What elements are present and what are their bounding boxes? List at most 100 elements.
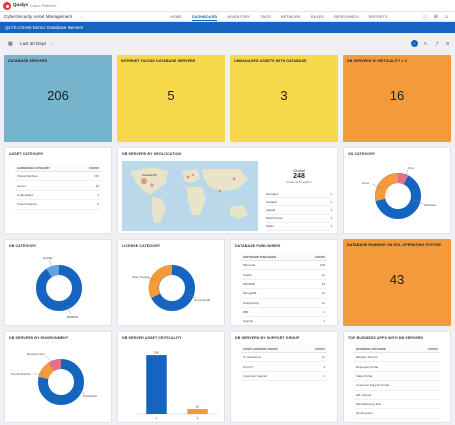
nav-home[interactable]: HOME bbox=[170, 14, 182, 19]
country-row[interactable]: South Korea 1 bbox=[266, 215, 332, 223]
table-row[interactable]: Cloud Instance 2 bbox=[15, 200, 101, 210]
table-row[interactable]: Corp IT 4 bbox=[241, 362, 327, 372]
chevron-down-icon[interactable]: ⌄ bbox=[80, 13, 84, 19]
kpi-unmanaged-assets[interactable]: UNMANAGED ASSETS WITH DATABASE 3 bbox=[230, 55, 338, 142]
table-row[interactable]: Microsoft 108 bbox=[241, 261, 327, 271]
bar-value-label: 16 bbox=[196, 405, 200, 409]
geolocation-widget: DB SERVERS BY GEOLOCATION Canada 59 Glob… bbox=[117, 147, 338, 234]
row-value[interactable]: 2 bbox=[97, 202, 99, 207]
row-label: IBM bbox=[243, 310, 249, 315]
row-label: Banking Service bbox=[356, 355, 378, 360]
table-row[interactable]: Unidentified 4 bbox=[15, 191, 101, 201]
country-row[interactable]: Ireland 1 bbox=[266, 206, 332, 215]
apps-icon[interactable]: ⊞ bbox=[433, 14, 438, 20]
row-value[interactable]: 12 bbox=[321, 291, 325, 296]
eol-os-widget[interactable]: DATABASE RUNNING ON EOL OPERATING SYSTEM… bbox=[343, 239, 451, 326]
db-category-donut[interactable]: NoSQL RDBMS bbox=[5, 252, 112, 324]
card-title: DB SERVERS W CRITICALITY > 3 bbox=[347, 59, 407, 63]
row-value[interactable]: 1 bbox=[323, 310, 325, 315]
row-value[interactable]: 12 bbox=[321, 300, 325, 305]
nav-rules[interactable]: RULES bbox=[310, 14, 325, 19]
row-value[interactable]: 108 bbox=[319, 263, 325, 268]
table-row[interactable]: Oracle 44 bbox=[241, 270, 327, 280]
bar-criticality-2[interactable] bbox=[187, 409, 208, 414]
row-label: MongoDB bbox=[243, 291, 257, 296]
kpi-criticality[interactable]: DB SERVERS W CRITICALITY > 3 16 bbox=[343, 55, 451, 142]
nav-responses[interactable]: RESPONSES bbox=[334, 14, 359, 19]
app-title[interactable]: CyberSecurity Asset Management bbox=[4, 14, 73, 19]
table-row[interactable]: HR Intranet bbox=[354, 391, 440, 400]
os-category-donut[interactable]: Linux Windows Unix bbox=[344, 160, 451, 232]
row-value[interactable]: 44 bbox=[321, 272, 325, 277]
row-label: Corp IT bbox=[243, 364, 254, 369]
row-value[interactable]: 4 bbox=[97, 192, 99, 197]
row-value[interactable]: 152 bbox=[93, 174, 99, 179]
table-row[interactable]: Banking Service bbox=[354, 353, 440, 363]
criticality-bar-chart[interactable]: 190 1 16 2 bbox=[118, 344, 225, 422]
row-value[interactable]: 48 bbox=[95, 183, 99, 188]
bar-criticality-1[interactable] bbox=[146, 355, 167, 414]
help-icon[interactable]: ⓘ bbox=[422, 15, 428, 21]
table-row[interactable]: Sales Portal bbox=[354, 372, 440, 382]
date-range-select[interactable]: Last 30 Days bbox=[20, 41, 47, 46]
more-options-icon[interactable]: ⋯ bbox=[411, 40, 418, 47]
table-row[interactable]: Virtual Machine 152 bbox=[15, 172, 101, 182]
dashboard-title[interactable]: QLYS-CSAM-Demo: Database Servers bbox=[5, 24, 84, 30]
row-value[interactable]: 33 bbox=[321, 281, 325, 286]
country-row[interactable]: Spain 1 bbox=[266, 223, 332, 231]
row-value[interactable]: 1 bbox=[323, 373, 325, 378]
chevron-down-icon[interactable]: ⌄ bbox=[68, 24, 72, 29]
country-row[interactable]: Canada 1 bbox=[266, 198, 332, 207]
chart-label: Production bbox=[83, 394, 98, 398]
table-row[interactable]: Customer Support Portal bbox=[354, 381, 440, 391]
nav-network[interactable]: NETWORK bbox=[280, 14, 301, 19]
criticality-widget: DB SERVER ASSET CRITICALITY 190 1 16 2 bbox=[117, 331, 225, 423]
table-row[interactable]: Employee Portal bbox=[354, 362, 440, 372]
table-row[interactable]: MongoDB 12 bbox=[241, 289, 327, 299]
column-header: ASSET SUPPORT GROUP bbox=[243, 346, 278, 351]
table-row[interactable]: Customer Support 1 bbox=[241, 372, 327, 382]
nav-inventory[interactable]: INVENTORY bbox=[227, 14, 251, 19]
refresh-icon[interactable]: ↻ bbox=[423, 41, 428, 46]
chart-label: Development bbox=[27, 352, 45, 356]
calendar-icon[interactable]: ▦ bbox=[8, 41, 13, 47]
row-label: IT Operations bbox=[243, 355, 262, 360]
environment-donut[interactable]: Development Pre-Production Production bbox=[5, 344, 112, 420]
row-value[interactable]: 11 bbox=[321, 355, 325, 360]
column-header: COUNT bbox=[89, 165, 99, 170]
column-header: COUNT bbox=[428, 346, 438, 351]
settings-icon[interactable]: ⚙ bbox=[445, 41, 450, 46]
business-apps-table: BUSINESS APP NAME COUNT Banking Service … bbox=[354, 345, 440, 419]
world-map[interactable]: Canada 59 bbox=[122, 161, 258, 231]
table-row[interactable]: PostgreSQL 12 bbox=[241, 299, 327, 308]
license-category-donut[interactable]: Open Source Commercial bbox=[118, 252, 225, 324]
nav-tags[interactable]: TAGS bbox=[260, 14, 271, 19]
kpi-database-servers[interactable]: DATABASE SERVERS 206 bbox=[4, 55, 112, 142]
table-row[interactable]: Quoting App bbox=[354, 409, 440, 419]
support-group-widget: DB SERVERS BY SUPPORT GROUP ASSET SUPPOR… bbox=[230, 331, 338, 423]
bar-value-label: 190 bbox=[154, 351, 159, 355]
share-icon[interactable]: ⤴ bbox=[434, 40, 439, 46]
chevron-down-icon[interactable]: ⌄ bbox=[50, 40, 54, 46]
table-row[interactable]: MariaDB 33 bbox=[241, 280, 327, 290]
column-header: SOFTWARE PUBLISHER bbox=[243, 254, 276, 259]
table-row[interactable]: IBM 1 bbox=[241, 308, 327, 318]
table-row[interactable]: Manufacturing Erw bbox=[354, 400, 440, 410]
kpi-internet-facing[interactable]: INTERNET FACING DATABASE SERVERS 5 bbox=[117, 55, 225, 142]
country-row[interactable]: Germany 1 bbox=[266, 190, 332, 199]
row-value[interactable]: 1 bbox=[323, 319, 325, 324]
top-header: Qualys Cloud Platform bbox=[0, 0, 455, 12]
filter-bar: ▦ Last 30 Days ⌄ ⋯ ↻ ⤴ ⚙ bbox=[0, 33, 455, 55]
user-icon[interactable]: ☺ bbox=[443, 14, 449, 20]
country-count: 1 bbox=[330, 207, 332, 212]
row-label: HR Intranet bbox=[356, 392, 372, 397]
row-value[interactable]: 4 bbox=[323, 364, 325, 369]
nav-dashboard[interactable]: DASHBOARD bbox=[191, 14, 218, 21]
country-name: Germany bbox=[266, 191, 279, 196]
table-row[interactable]: Apache 1 bbox=[241, 317, 327, 325]
qualys-logo-icon[interactable] bbox=[3, 2, 11, 10]
nav-reports[interactable]: REPORTS bbox=[368, 14, 388, 19]
table-row[interactable]: IT Operations 11 bbox=[241, 353, 327, 363]
asset-category-widget: ASSET CATEGORY HARDWARE CATEGORY COUNT V… bbox=[4, 147, 112, 234]
table-row[interactable]: Server 48 bbox=[15, 181, 101, 191]
